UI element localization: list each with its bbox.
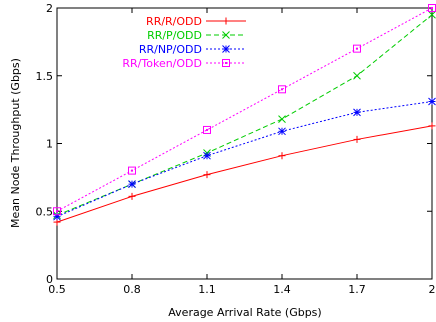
point-stroke bbox=[353, 71, 361, 80]
data-point bbox=[353, 71, 361, 80]
data-point bbox=[353, 44, 361, 53]
data-point bbox=[222, 31, 230, 39]
series-1 bbox=[53, 10, 436, 220]
legend-label: RR/R/ODD bbox=[146, 15, 202, 28]
x-tick-label: 0.5 bbox=[48, 283, 66, 296]
data-point bbox=[428, 97, 436, 106]
point-square bbox=[353, 44, 361, 53]
y-tick-label: 0 bbox=[46, 273, 53, 286]
chart-series bbox=[53, 4, 436, 226]
data-point bbox=[203, 125, 211, 134]
point-square-center bbox=[356, 47, 358, 50]
series-line bbox=[56, 125, 433, 223]
chart-axes: 0.5 0.8 1.1 1.4 1.7 200.511.52 bbox=[36, 2, 436, 296]
data-point bbox=[428, 10, 436, 19]
data-point bbox=[278, 115, 286, 123]
data-point bbox=[128, 192, 136, 200]
point-square-center bbox=[431, 7, 433, 9]
point-stroke bbox=[353, 108, 361, 117]
legend-label: RR/Token/ODD bbox=[122, 57, 202, 70]
series-line bbox=[56, 7, 433, 212]
point-square bbox=[278, 85, 286, 94]
series-0 bbox=[53, 122, 436, 226]
point-stroke bbox=[222, 45, 230, 53]
series-3 bbox=[53, 4, 436, 216]
point-square bbox=[128, 166, 136, 175]
point-square-center bbox=[206, 128, 208, 131]
point-stroke bbox=[278, 127, 286, 136]
point-square bbox=[222, 59, 230, 67]
data-point bbox=[353, 108, 361, 117]
x-tick-label: 2 bbox=[429, 283, 436, 296]
y-tick-label: 1 bbox=[46, 138, 53, 151]
point-square-center bbox=[281, 88, 283, 91]
x-axis-label: Average Arrival Rate (Gbps) bbox=[168, 306, 321, 319]
data-point bbox=[128, 166, 136, 175]
x-tick-label: 1.7 bbox=[348, 283, 366, 296]
data-point bbox=[203, 171, 211, 179]
point-stroke bbox=[278, 115, 286, 123]
data-point bbox=[353, 135, 361, 143]
data-point bbox=[222, 17, 230, 25]
legend-label: RR/NP/ODD bbox=[139, 43, 202, 56]
series-line bbox=[56, 101, 433, 218]
point-square-center bbox=[56, 210, 58, 213]
point-stroke bbox=[128, 180, 136, 189]
series-2 bbox=[53, 97, 436, 221]
data-point bbox=[203, 151, 211, 160]
data-point bbox=[53, 207, 61, 216]
point-square bbox=[203, 125, 211, 134]
data-point bbox=[128, 180, 136, 189]
y-axis-label: Mean Node Throughput (Gbps) bbox=[9, 58, 22, 228]
data-point bbox=[53, 212, 61, 221]
point-square-center bbox=[131, 169, 133, 172]
legend-label: RR/P/ODD bbox=[147, 29, 202, 42]
point-stroke bbox=[428, 10, 436, 19]
y-tick-label: 1.5 bbox=[36, 70, 54, 83]
point-stroke bbox=[428, 97, 436, 106]
x-tick-label: 1.1 bbox=[198, 283, 216, 296]
point-square-center bbox=[225, 62, 227, 64]
point-square bbox=[53, 207, 61, 216]
point-stroke bbox=[203, 151, 211, 160]
data-point bbox=[222, 59, 230, 67]
point-stroke bbox=[222, 31, 230, 39]
data-point bbox=[278, 152, 286, 160]
data-point bbox=[222, 45, 230, 53]
data-point bbox=[278, 127, 286, 136]
y-tick-label: 0.5 bbox=[36, 205, 54, 218]
x-tick-label: 1.4 bbox=[273, 283, 291, 296]
y-tick-label: 2 bbox=[46, 2, 53, 15]
series-line bbox=[56, 14, 433, 216]
data-point bbox=[278, 85, 286, 94]
x-tick-label: 0.8 bbox=[123, 283, 141, 296]
data-point bbox=[428, 122, 436, 130]
